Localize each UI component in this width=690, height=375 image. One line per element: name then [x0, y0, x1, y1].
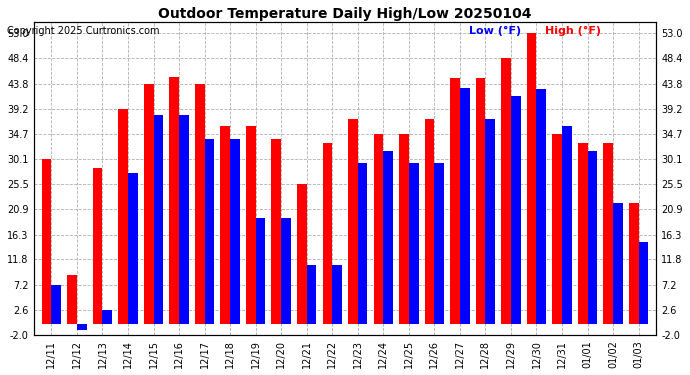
- Bar: [638, 242, 649, 324]
- Bar: [169, 77, 179, 324]
- Bar: [450, 78, 460, 324]
- Bar: [373, 134, 383, 324]
- Bar: [562, 126, 572, 324]
- Title: Outdoor Temperature Daily High/Low 20250104: Outdoor Temperature Daily High/Low 20250…: [158, 7, 532, 21]
- Bar: [52, 285, 61, 324]
- Bar: [179, 116, 189, 324]
- Bar: [348, 119, 357, 324]
- Text: High (°F): High (°F): [545, 26, 601, 36]
- Bar: [629, 203, 638, 324]
- Bar: [526, 33, 536, 324]
- Bar: [246, 126, 256, 324]
- Bar: [383, 151, 393, 324]
- Bar: [67, 274, 77, 324]
- Bar: [552, 134, 562, 324]
- Bar: [256, 217, 266, 324]
- Bar: [118, 109, 128, 324]
- Bar: [230, 138, 240, 324]
- Bar: [485, 119, 495, 324]
- Bar: [128, 173, 138, 324]
- Bar: [41, 159, 52, 324]
- Bar: [434, 163, 444, 324]
- Bar: [578, 144, 587, 324]
- Bar: [333, 265, 342, 324]
- Text: Low (°F): Low (°F): [469, 26, 522, 36]
- Bar: [154, 116, 164, 324]
- Bar: [511, 96, 521, 324]
- Bar: [460, 88, 470, 324]
- Bar: [77, 324, 87, 330]
- Bar: [205, 138, 215, 324]
- Bar: [603, 144, 613, 324]
- Bar: [536, 89, 546, 324]
- Bar: [501, 58, 511, 324]
- Bar: [408, 163, 419, 324]
- Bar: [92, 168, 103, 324]
- Bar: [475, 78, 485, 324]
- Bar: [399, 134, 408, 324]
- Bar: [282, 217, 291, 324]
- Bar: [297, 184, 307, 324]
- Bar: [307, 265, 317, 324]
- Bar: [322, 144, 333, 324]
- Bar: [220, 126, 230, 324]
- Bar: [613, 203, 623, 324]
- Bar: [144, 84, 154, 324]
- Bar: [271, 138, 282, 324]
- Text: Copyright 2025 Curtronics.com: Copyright 2025 Curtronics.com: [7, 26, 159, 36]
- Bar: [587, 151, 598, 324]
- Bar: [195, 84, 205, 324]
- Bar: [357, 163, 368, 324]
- Bar: [424, 119, 434, 324]
- Bar: [103, 310, 112, 324]
